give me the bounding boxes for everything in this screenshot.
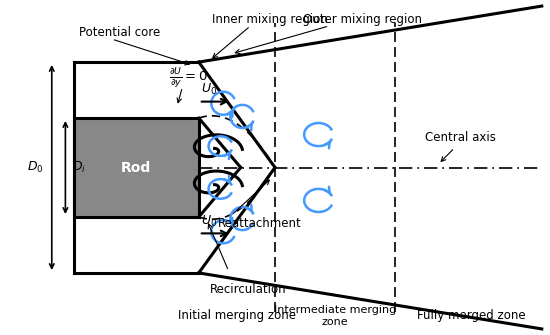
Text: $\frac{\partial U}{\partial y}=0$: $\frac{\partial U}{\partial y}=0$ xyxy=(169,67,208,90)
Text: $D_i$: $D_i$ xyxy=(72,160,86,175)
Text: $D_0$: $D_0$ xyxy=(27,160,44,175)
Bar xyxy=(74,118,199,217)
Text: Intermediate merging
zone: Intermediate merging zone xyxy=(274,305,396,327)
Text: Rod: Rod xyxy=(121,160,151,175)
Text: Reattachment: Reattachment xyxy=(218,217,301,230)
Text: Fully merged zone: Fully merged zone xyxy=(417,309,525,322)
Text: $U_0$: $U_0$ xyxy=(201,214,218,229)
Text: Outer mixing region: Outer mixing region xyxy=(302,13,422,26)
Text: Initial merging zone: Initial merging zone xyxy=(178,309,296,322)
Text: Potential core: Potential core xyxy=(79,26,160,39)
Text: Inner mixing region: Inner mixing region xyxy=(212,13,327,26)
Text: $U_0$: $U_0$ xyxy=(201,82,218,97)
Text: Central axis: Central axis xyxy=(425,131,496,144)
Text: Recirculation: Recirculation xyxy=(210,283,287,296)
